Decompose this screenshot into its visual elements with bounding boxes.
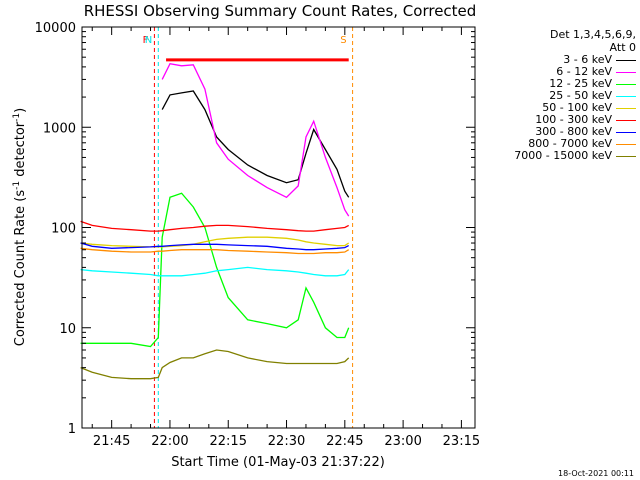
legend-label: 7000 - 15000 keV xyxy=(514,149,612,162)
legend-swatch xyxy=(616,155,636,157)
series-line-7 xyxy=(80,247,350,255)
legend-swatch xyxy=(616,119,636,121)
series-line-3 xyxy=(80,266,350,277)
legend-label: 300 - 800 keV xyxy=(535,125,612,138)
y-tick-label-2: 100 xyxy=(51,222,76,237)
legend-item: 6 - 12 keV xyxy=(478,66,636,78)
legend-header-detectors: Det 1,3,4,5,6,9, xyxy=(549,28,636,41)
legend-label: 6 - 12 keV xyxy=(556,65,612,78)
legend-swatch xyxy=(616,143,636,145)
legend-item: 300 - 800 keV xyxy=(478,126,636,138)
plot-frame xyxy=(81,26,476,429)
legend-swatch xyxy=(616,131,636,133)
series-line-6 xyxy=(80,242,349,251)
legend-swatch xyxy=(616,95,636,97)
series-line-1 xyxy=(161,62,350,217)
legend-item: 12 - 25 keV xyxy=(478,78,636,90)
y-tick-label-1: 10 xyxy=(59,322,76,337)
series-line-8 xyxy=(80,349,350,380)
y-axis-label: Corrected Count Rate (s-1 detector-1) xyxy=(12,108,28,346)
series-line-2 xyxy=(80,192,350,348)
legend-item: 800 - 7000 keV xyxy=(478,138,636,150)
marker-label-0: F xyxy=(143,35,149,46)
legend: Det 1,3,4,5,6,9, Att 0 3 - 6 keV 6 - 12 k… xyxy=(478,28,636,162)
x-tick-label-5: 23:00 xyxy=(384,434,421,449)
x-tick-label-4: 22:45 xyxy=(326,434,363,449)
legend-swatch xyxy=(616,83,636,85)
legend-item: 3 - 6 keV xyxy=(478,54,636,66)
x-tick-label-3: 22:30 xyxy=(268,434,305,449)
legend-item: 7000 - 15000 keV xyxy=(478,150,636,162)
chart-title: RHESSI Observing Summary Count Rates, Co… xyxy=(83,2,477,20)
x-axis-label: Start Time (01-May-03 21:37:22) xyxy=(171,455,385,470)
legend-swatch xyxy=(616,107,636,109)
x-tick-label-0: 21:45 xyxy=(93,434,130,449)
legend-label: 12 - 25 keV xyxy=(549,77,612,90)
legend-item: 25 - 50 keV xyxy=(478,90,636,102)
marker-label-1: N xyxy=(145,35,152,46)
x-tick-label-1: 22:00 xyxy=(151,434,188,449)
x-tick-label-2: 22:15 xyxy=(210,434,247,449)
legend-label: 50 - 100 keV xyxy=(542,101,612,114)
series-line-5 xyxy=(80,220,350,232)
legend-item: 50 - 100 keV xyxy=(478,102,636,114)
legend-label: 100 - 300 keV xyxy=(535,113,612,126)
legend-label: 3 - 6 keV xyxy=(563,53,612,66)
y-tick-label-4: 10000 xyxy=(35,21,76,36)
series-line-4 xyxy=(80,236,350,248)
legend-swatch xyxy=(616,71,636,73)
footer-date: 18-Oct-2021 00:11 xyxy=(558,469,634,478)
series-line-0 xyxy=(161,90,350,198)
legend-swatch xyxy=(616,59,636,61)
x-tick-label-6: 23:15 xyxy=(443,434,480,449)
legend-label: 800 - 7000 keV xyxy=(528,137,612,150)
marker-label-2: S xyxy=(340,35,346,46)
y-tick-label-0: 1 xyxy=(68,422,76,437)
legend-label: 25 - 50 keV xyxy=(549,89,612,102)
legend-header-attenuator: Att 0 xyxy=(609,41,636,54)
legend-item: 100 - 300 keV xyxy=(478,114,636,126)
y-tick-label-3: 1000 xyxy=(43,121,76,136)
